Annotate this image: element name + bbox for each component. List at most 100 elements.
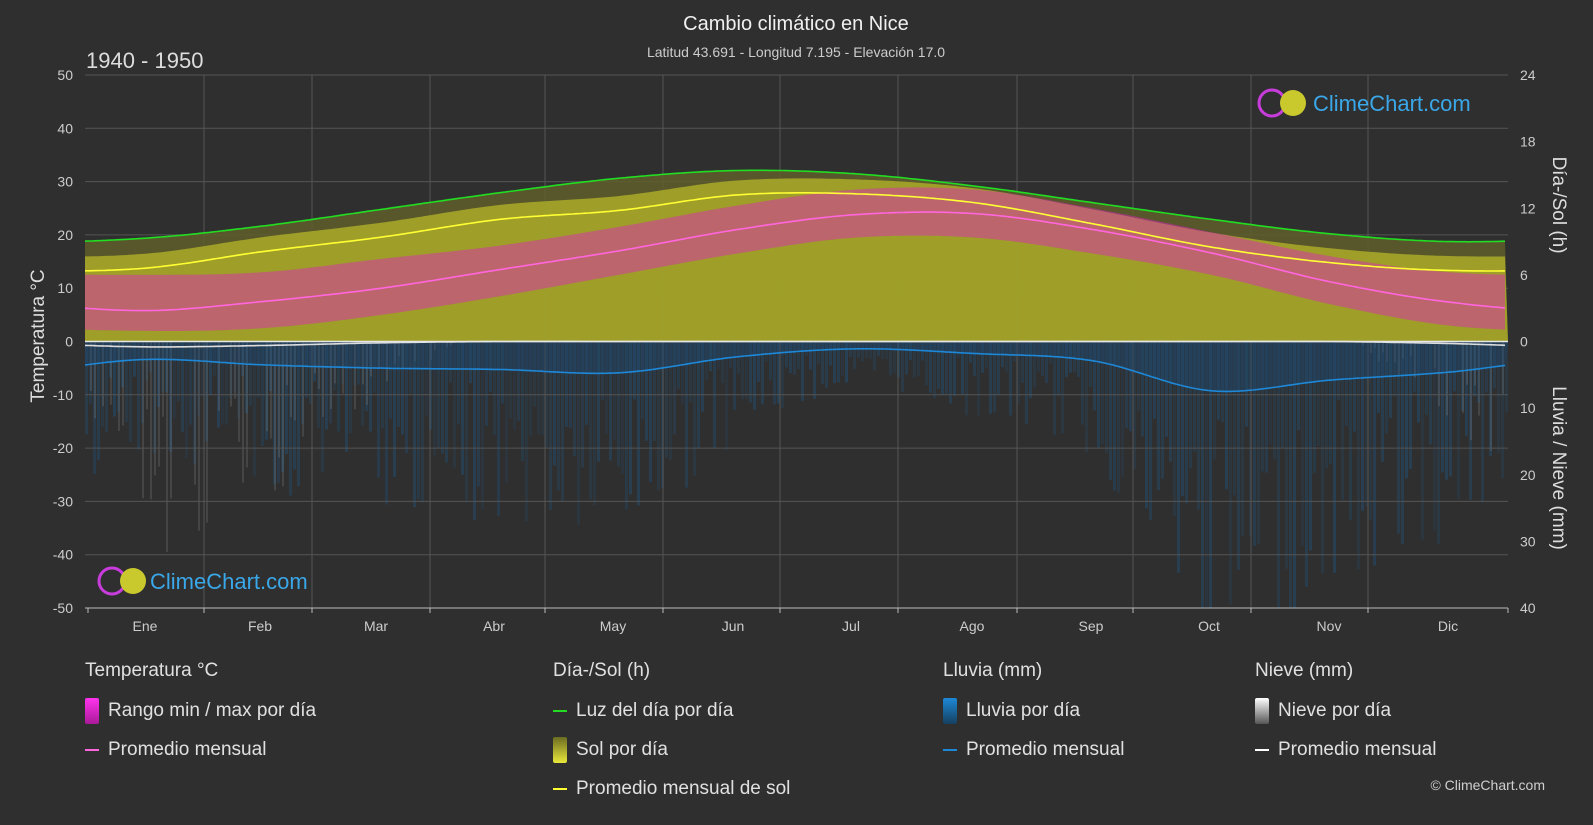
rain-daily-bar (441, 341, 444, 454)
rain-daily-bar (985, 341, 988, 369)
rain-daily-bar (145, 341, 148, 381)
rain-daily-bar (281, 341, 284, 472)
rain-daily-bar (1265, 341, 1268, 473)
logo-sun-icon (120, 568, 146, 594)
rain-daily-bar (893, 341, 896, 373)
rain-daily-bar (1241, 341, 1244, 537)
y-right-top-tick-label: 18 (1520, 134, 1536, 150)
rain-daily-bar (977, 341, 980, 416)
rain-daily-bar (1441, 341, 1444, 473)
legend-daylight: Luz del día por día (553, 698, 790, 724)
rain-daily-bar (113, 341, 116, 417)
rain-daily-bar (501, 341, 504, 404)
legend-snow-daily-label: Nieve por día (1278, 700, 1392, 721)
legend-rain-daily-label: Lluvia por día (966, 700, 1081, 721)
rain-daily-bar (853, 341, 856, 369)
snow-daily-bar (110, 341, 112, 405)
y-left-label: Temperatura °C (28, 269, 49, 402)
rain-daily-bar (781, 341, 784, 409)
rain-daily-bar (1225, 341, 1228, 490)
rain-daily-bar (1217, 341, 1220, 420)
rain-daily-bar (365, 341, 368, 412)
snow-daily-bar (274, 341, 276, 491)
snow-daily-bar (266, 341, 268, 432)
snow-daily-bar (142, 341, 144, 499)
rain-daily-bar (953, 341, 956, 396)
legend-sun-avg-label: Promedio mensual de sol (576, 778, 791, 799)
rain-daily-bar (409, 341, 412, 394)
rain-daily-bar (1325, 341, 1328, 469)
rain-daily-bar (769, 341, 772, 380)
rain-daily-bar (1109, 341, 1112, 481)
rain-daily-bar (121, 341, 124, 388)
rain-daily-bar (1017, 341, 1020, 404)
rain-daily-bar (421, 341, 424, 503)
rain-daily-bar (1481, 341, 1484, 503)
rain-daily-bar (521, 341, 524, 461)
rain-daily-bar (929, 341, 932, 393)
rain-daily-bar (445, 341, 448, 463)
rain-daily-bar (361, 341, 364, 427)
x-tick-label: Ago (960, 618, 985, 634)
rain-daily-bar (565, 341, 568, 427)
rain-daily-bar (305, 341, 308, 398)
rain-daily-bar (149, 341, 152, 373)
rain-daily-bar (1213, 341, 1216, 460)
rain-daily-bar (389, 341, 392, 419)
rain-daily-bar (1057, 341, 1060, 396)
rain-daily-bar (973, 341, 976, 377)
rain-daily-bar (837, 341, 840, 383)
rain-daily-bar (793, 341, 796, 375)
rain-daily-bar (253, 341, 256, 477)
legend-snow-avg: Promedio mensual (1255, 737, 1436, 763)
rain-daily-bar (197, 341, 200, 416)
rain-daily-bar (1485, 341, 1488, 393)
rain-daily-bar (701, 341, 704, 412)
x-tick-label: Abr (483, 618, 505, 634)
rain-daily-bar (785, 341, 788, 368)
rain-daily-bar (613, 341, 616, 440)
rain-daily-bar (393, 341, 396, 477)
rain-daily-bar (313, 341, 316, 382)
snow-daily-bar (242, 341, 244, 483)
rain-daily-bar (1317, 341, 1320, 447)
chart-title: Cambio climático en Nice (683, 13, 909, 35)
rain-daily-bar (537, 341, 540, 435)
rain-daily-bar (457, 341, 460, 425)
snow-daily-bar (90, 341, 92, 392)
legend-sun-head: Día-/Sol (h) (553, 660, 651, 681)
rain-daily-bar (337, 341, 340, 432)
rain-daily-bar (1005, 341, 1008, 372)
range-swatch-icon (85, 698, 99, 724)
rain-daily-bar (181, 341, 184, 433)
snow-daily-bar (1402, 341, 1404, 359)
rain-daily-bar (161, 341, 164, 392)
legend-temp-avg: Promedio mensual (85, 737, 316, 763)
rain-daily-bar (949, 341, 952, 404)
snow-daily-bar (1378, 341, 1380, 362)
rain-daily-bar (1293, 341, 1296, 608)
snow-daily-bar (282, 341, 284, 487)
rain-daily-bar (1209, 341, 1212, 608)
rain-daily-bar (285, 341, 288, 455)
watermark-top: ClimeChart.com (1257, 88, 1471, 118)
rain-daily-bar (1345, 341, 1348, 426)
rain-daily-bar (377, 341, 380, 478)
rain-daily-bar (373, 341, 376, 393)
rain-daily-bar (817, 341, 820, 364)
line-swatch-icon (943, 749, 957, 751)
rain-daily-bar (665, 341, 668, 458)
rain-daily-bar (89, 341, 92, 404)
snow-daily-bar (1394, 341, 1396, 363)
rain-daily-bar (1421, 341, 1424, 540)
rain-daily-bar (309, 341, 312, 404)
snow-daily-bar (1462, 341, 1464, 413)
rain-daily-bar (1405, 341, 1408, 479)
rain-daily-bar (1125, 341, 1128, 429)
rain-daily-bar (577, 341, 580, 526)
rain-daily-bar (821, 341, 824, 385)
rain-daily-bar (1393, 341, 1396, 397)
rain-daily-bar (1205, 341, 1208, 608)
rain-daily-bar (1445, 341, 1448, 480)
rain-daily-bar (649, 341, 652, 483)
